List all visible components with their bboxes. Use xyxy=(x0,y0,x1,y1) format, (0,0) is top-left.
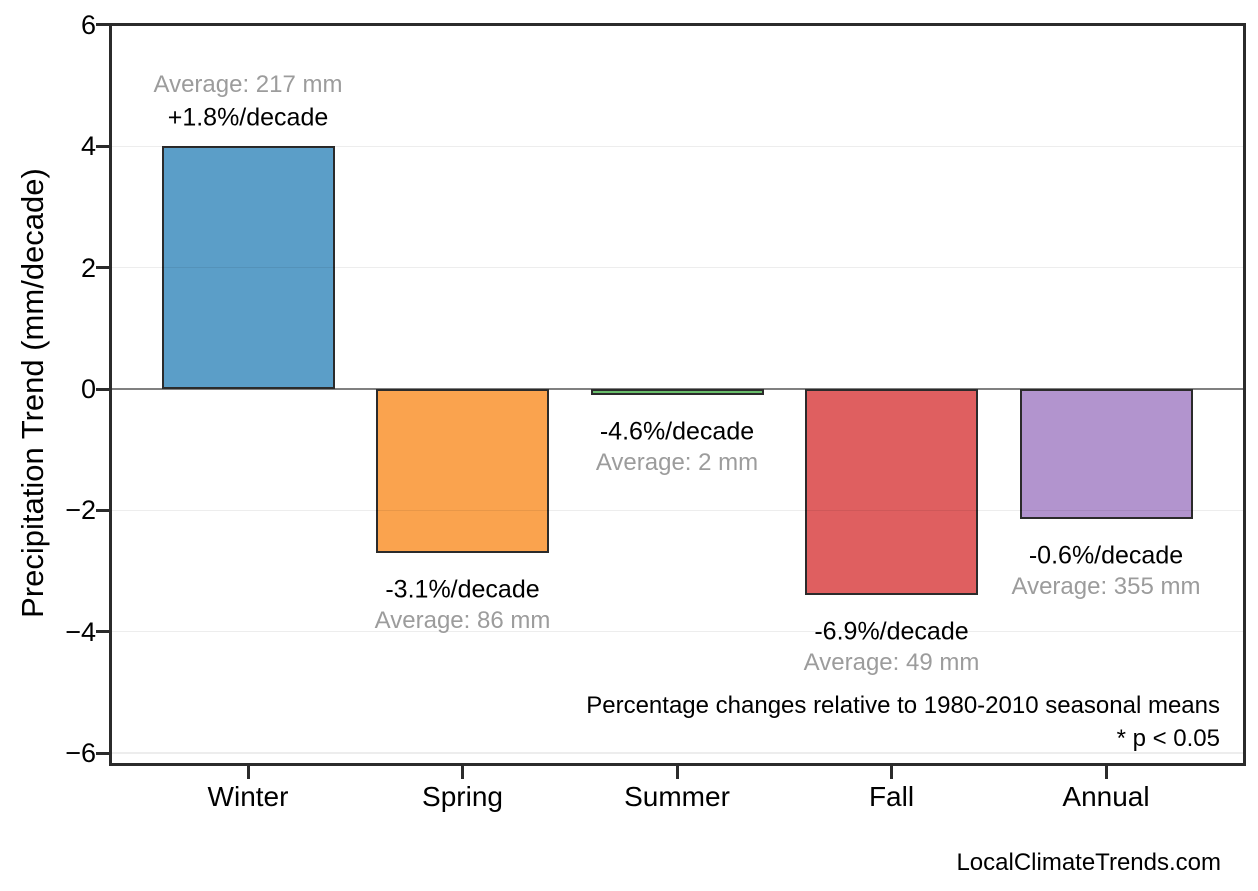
percent-label-winter: +1.8%/decade xyxy=(167,103,329,132)
y-tick-mark xyxy=(96,508,109,512)
y-tick-mark xyxy=(96,266,109,270)
y-tick-label: 6 xyxy=(80,9,96,40)
x-tick-label-annual: Annual xyxy=(1062,781,1150,812)
average-label-annual: Average: 355 mm xyxy=(1011,573,1201,601)
y-tick-label: 4 xyxy=(80,131,96,162)
y-tick-mark xyxy=(96,144,109,148)
percent-label-summer: -4.6%/decade xyxy=(599,417,755,446)
x-tick-mark xyxy=(461,766,464,779)
y-tick-label: −2 xyxy=(65,495,96,526)
annotation-note: Percentage changes relative to 1980-2010… xyxy=(586,692,1220,719)
gridline-y-4 xyxy=(112,630,1243,633)
y-tick-mark xyxy=(96,630,109,634)
y-tick-label: 2 xyxy=(80,252,96,283)
y-tick-mark xyxy=(96,387,109,391)
percent-label-fall: -6.9%/decade xyxy=(814,617,969,646)
x-tick-label-spring: Spring xyxy=(422,781,503,812)
x-tick-label-winter: Winter xyxy=(207,781,289,812)
average-label-spring: Average: 86 mm xyxy=(374,606,551,634)
annotation-block: Percentage changes relative to 1980-2010… xyxy=(586,689,1220,755)
y-tick-mark xyxy=(96,23,109,27)
y-tick-label: 0 xyxy=(80,374,96,404)
x-tick-label-fall: Fall xyxy=(868,781,915,812)
x-tick-mark xyxy=(1104,766,1108,779)
percent-label-annual: -0.6%/decade xyxy=(1028,541,1184,570)
annotation-significance: * p < 0.05 xyxy=(1116,725,1220,752)
y-tick-label: −4 xyxy=(65,616,96,647)
bar-annual xyxy=(1019,389,1193,520)
y-tick-label: −6 xyxy=(65,738,96,769)
average-label-fall: Average: 49 mm xyxy=(803,649,980,677)
average-label-summer: Average: 2 mm xyxy=(595,449,759,477)
x-tick-label-summer: Summer xyxy=(624,781,730,812)
average-label-winter: Average: 217 mm xyxy=(153,71,343,99)
bar-fall xyxy=(805,389,978,596)
bar-winter xyxy=(161,146,335,389)
x-tick-mark xyxy=(890,766,893,779)
bar-spring xyxy=(376,389,549,553)
footer-brand: LocalClimateTrends.com xyxy=(956,849,1221,876)
x-tick-mark xyxy=(675,766,679,779)
y-tick-mark xyxy=(96,751,109,755)
percent-label-spring: -3.1%/decade xyxy=(385,575,540,604)
x-tick-mark xyxy=(246,766,250,779)
bar-summer xyxy=(590,389,764,396)
